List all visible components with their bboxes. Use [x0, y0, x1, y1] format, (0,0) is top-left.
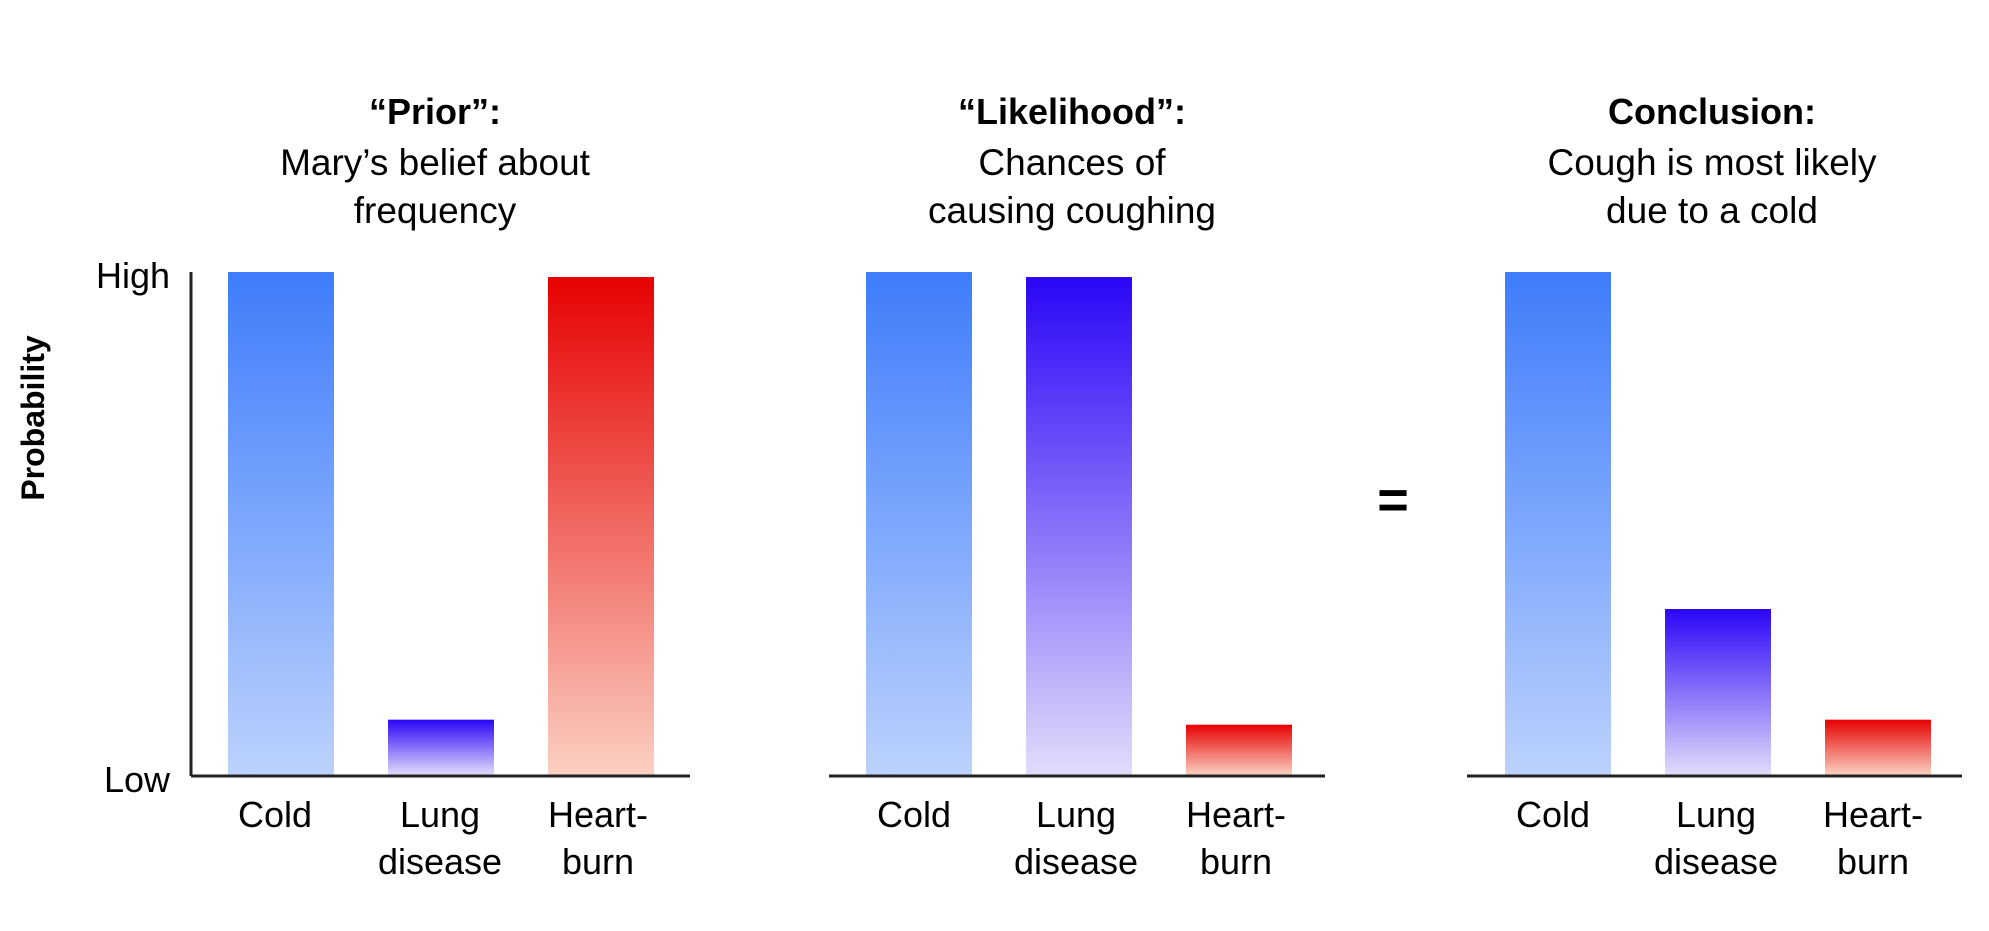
bar-heartburn — [1825, 719, 1931, 775]
panel-title: “Likelihood”: — [958, 91, 1186, 132]
category-label: disease — [1654, 841, 1778, 882]
bar-lung — [1026, 277, 1132, 775]
panel-subtitle-line: Chances of — [978, 142, 1166, 183]
category-label: burn — [1837, 841, 1909, 882]
panel-prior: “Prior”: Mary’s belief about frequency H… — [96, 91, 690, 882]
category-label: disease — [378, 841, 502, 882]
bar-lung — [388, 719, 494, 775]
category-label: Heart- — [548, 794, 648, 835]
panel-likelihood: “Likelihood”: Chances of causing coughin… — [829, 91, 1325, 882]
category-label: Lung — [1036, 794, 1116, 835]
y-tick-label-low: Low — [104, 759, 171, 800]
category-label: Lung — [1676, 794, 1756, 835]
category-label: Cold — [238, 794, 312, 835]
bar-heartburn — [548, 277, 654, 775]
panel-title: “Prior”: — [369, 91, 501, 132]
panel-subtitle-line: due to a cold — [1606, 190, 1818, 231]
bar-cold — [866, 272, 972, 775]
panel-subtitle-line: Mary’s belief about — [280, 142, 591, 183]
equals-sign: = — [1377, 470, 1409, 530]
category-label: disease — [1014, 841, 1138, 882]
category-label: Heart- — [1823, 794, 1923, 835]
category-label: Cold — [1516, 794, 1590, 835]
panel-title: Conclusion: — [1608, 91, 1816, 132]
y-axis-label: Probability — [15, 335, 51, 501]
category-label: burn — [1200, 841, 1272, 882]
bar-cold — [1505, 272, 1611, 775]
category-label: Lung — [400, 794, 480, 835]
category-label: burn — [562, 841, 634, 882]
category-label: Heart- — [1186, 794, 1286, 835]
panel-subtitle-line: Cough is most likely — [1547, 142, 1877, 183]
bar-heartburn — [1186, 724, 1292, 775]
panel-subtitle-line: causing coughing — [928, 190, 1216, 231]
bar-cold — [228, 272, 334, 775]
panel-conclusion: Conclusion: Cough is most likely due to … — [1467, 91, 1962, 882]
y-tick-label-high: High — [96, 255, 170, 296]
bar-lung — [1665, 609, 1771, 775]
category-label: Cold — [877, 794, 951, 835]
panel-subtitle-line: frequency — [354, 190, 517, 231]
